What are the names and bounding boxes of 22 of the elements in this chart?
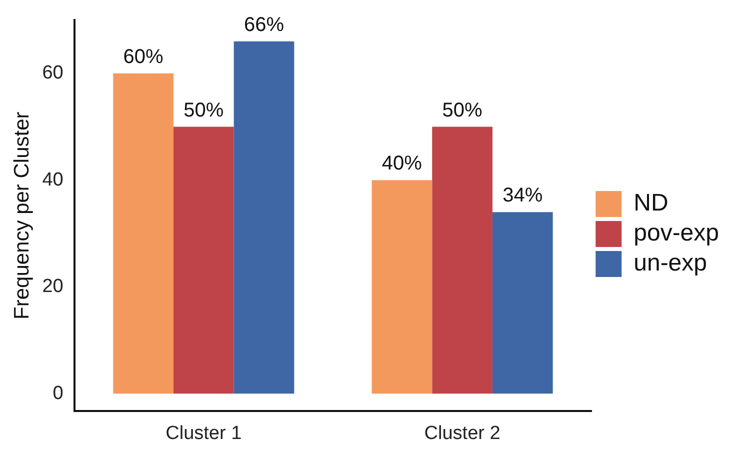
x-tick-label: Cluster 2 (424, 422, 500, 444)
y-axis-title: Frequency per Cluster (10, 112, 34, 320)
legend-label: pov-exp (634, 220, 720, 247)
bar (173, 126, 234, 394)
y-tick-label: 40 (42, 169, 64, 190)
data-label: 66% (244, 14, 284, 36)
bar (432, 126, 492, 394)
data-label: 50% (442, 99, 483, 122)
x-tick-label: Cluster 1 (166, 422, 242, 444)
legend-label: un-exp (634, 250, 708, 277)
data-label: 60% (123, 46, 164, 68)
y-tick-label: 0 (52, 382, 64, 404)
bar (372, 180, 432, 394)
data-label: 34% (502, 184, 543, 207)
y-tick-label: 20 (42, 276, 64, 298)
data-label: 50% (184, 99, 224, 122)
y-tick-label: 60 (42, 62, 64, 84)
data-label: 40% (382, 152, 422, 175)
bar (492, 212, 553, 394)
bar (113, 73, 174, 394)
legend-label: ND (634, 190, 668, 217)
bar (234, 41, 294, 394)
